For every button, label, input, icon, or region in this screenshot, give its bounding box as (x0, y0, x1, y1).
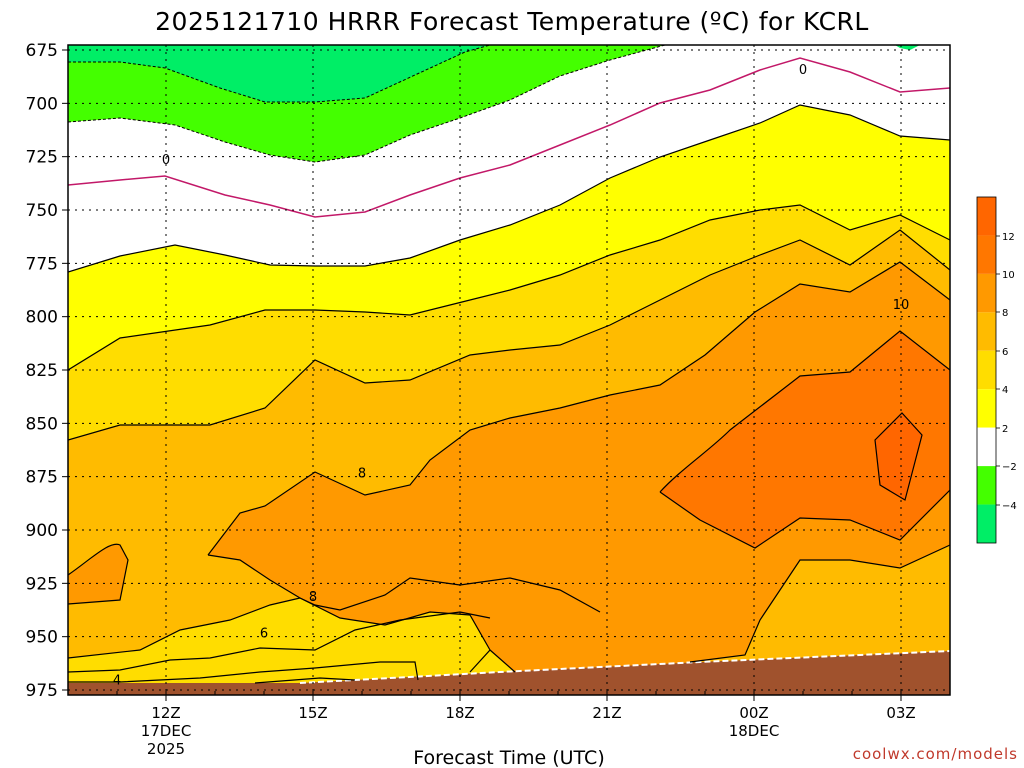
contour-8-mid (299, 577, 601, 673)
colorbar-tick-label: −4 (1002, 501, 1017, 512)
x-tick-sublabel: 2025 (147, 740, 185, 758)
contour-8 (207, 261, 950, 556)
band-4-6-lower (68, 598, 515, 695)
contour-labels: 0 0 10 8 8 6 4 (113, 63, 910, 688)
y-tick-label: 800 (26, 308, 58, 328)
x-tick-label: 21Z (592, 704, 621, 722)
contour-2 (68, 104, 950, 273)
contour-4 (68, 204, 950, 371)
colorbar-frame (976, 196, 997, 544)
band-6-8-upper (68, 230, 950, 658)
y-tick-label: 700 (26, 94, 58, 114)
contour-lines (68, 104, 950, 684)
contour-neg2 (68, 45, 666, 163)
y-tick-label: 875 (26, 468, 58, 488)
chart-title: 2025121710 HRRR Forecast Temperature (ºC… (155, 7, 869, 36)
x-tick-label: 00Z (739, 704, 768, 722)
plot-area (68, 45, 950, 695)
y-tick-label: 675 (26, 41, 58, 61)
y-tick-label: 950 (26, 628, 58, 648)
credit-text[interactable]: coolwx.com/models (853, 745, 1018, 763)
contour-4-lower (68, 611, 491, 673)
contour-label: 6 (260, 626, 268, 641)
x-tick-label: 12Z (151, 704, 180, 722)
contour-4-ground-b (254, 677, 356, 684)
contour-10 (659, 330, 950, 549)
y-tick-label: 900 (26, 521, 58, 541)
band-2-4 (68, 105, 950, 370)
contour-neg4 (68, 45, 491, 103)
contour-label: 8 (358, 466, 366, 481)
x-tick-label: 03Z (886, 704, 915, 722)
colorbar-segment (977, 504, 996, 543)
band-0-2 (68, 45, 950, 272)
colorbar-segment (977, 235, 996, 274)
contour-8-left (68, 543, 129, 605)
contour-8-right (689, 544, 950, 663)
colorbar-segment (977, 197, 996, 236)
contour-6 (68, 229, 950, 441)
colorbar-segment (977, 273, 996, 313)
band-4-6-aloft (68, 205, 950, 440)
colorbar: −4 −2 2 4 6 8 10 12 (976, 196, 1017, 544)
y-tick-label: 725 (26, 148, 58, 168)
contour-12 (874, 412, 923, 501)
x-tick-sublabel: 17DEC (141, 722, 192, 740)
contour-label: 4 (113, 673, 121, 688)
contour-4-ground (68, 661, 419, 683)
colorbar-tick-label: 10 (1002, 270, 1015, 281)
contour-label: 8 (309, 590, 317, 605)
x-tick-sublabel: 18DEC (729, 722, 780, 740)
terrain (68, 651, 950, 695)
colorbar-tick-label: −2 (1002, 462, 1017, 473)
band-neg4-neg2 (68, 45, 490, 102)
y-tick-label: 775 (26, 254, 58, 274)
colorbar-tick-label: 2 (1002, 424, 1008, 435)
contour-0 (68, 57, 950, 218)
colorbar-segment (977, 427, 996, 467)
y-tick-label: 925 (26, 574, 58, 594)
colorbar-segment (977, 389, 996, 428)
y-tick-label: 850 (26, 414, 58, 434)
colorbar-segment (977, 466, 996, 505)
grid (68, 45, 950, 695)
contour-label: 0 (162, 153, 170, 168)
x-tick-label: 18Z (445, 704, 474, 722)
y-tick-label: 750 (26, 201, 58, 221)
y-tick-label: 825 (26, 361, 58, 381)
terrain-edge (299, 650, 950, 684)
contour-6-lower (68, 597, 301, 659)
colorbar-segment (977, 312, 996, 351)
colorbar-tick-label: 8 (1002, 308, 1008, 319)
colorbar-segment (977, 350, 996, 390)
contour-8-lower (207, 554, 491, 673)
colorbar-tick-label: 4 (1002, 385, 1008, 396)
colorbar-tick-label: 6 (1002, 347, 1008, 358)
x-tick-label: 15Z (298, 704, 327, 722)
x-axis-label: Forecast Time (UTC) (413, 747, 604, 768)
contour-label: 10 (893, 298, 910, 313)
contour-label: 0 (799, 63, 807, 78)
y-axis: 675 700 725 750 775 800 825 850 875 900 925 950 975 (26, 41, 68, 701)
y-tick-label: 975 (26, 681, 58, 701)
band-8-10 (68, 262, 950, 672)
colorbar-tick-label: 12 (1002, 232, 1015, 243)
band-10-12 (660, 331, 950, 548)
